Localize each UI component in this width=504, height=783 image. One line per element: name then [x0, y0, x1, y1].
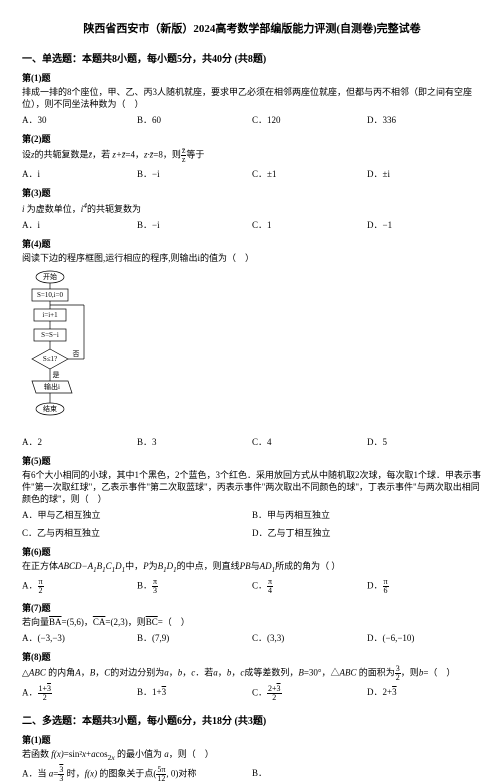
q7-text: 若向量BA=(5,6)，CA=(2,3)，则BC=（ ） [22, 616, 482, 628]
section-2-head: 二、多选题：本题共3小题，每小题6分，共18分 (共3题) [22, 712, 482, 727]
q3-opt-c: C．1 [252, 218, 367, 231]
q8-opt-a: A．1+32 [22, 685, 137, 702]
q1-opt-b: B．60 [137, 113, 252, 126]
q9-options: A．当 a=33 时，f(x) 的图象关于点(5π12, 0)对称 B． [22, 766, 482, 783]
q1-text: 排成一排的8个座位，甲、乙、丙3人随机就座，要求甲乙必须在相邻两座位就座，但都与… [22, 86, 482, 110]
svg-text:S=S−i: S=S−i [41, 331, 59, 339]
q8-text: △ABC 的内角A，B，C的对边分别为a，b，c．若a，b，c成等差数列，B=3… [22, 665, 482, 682]
q3-options: A．i B．−i C．1 D．−1 [22, 218, 482, 231]
q3-opt-d: D．−1 [367, 218, 482, 231]
svg-text:是: 是 [53, 371, 60, 379]
q5-options-1: A．甲与乙相互独立 B．甲与丙相互独立 [22, 508, 482, 521]
q7-opt-a: A．(−3,−3) [22, 631, 137, 644]
svg-text:否: 否 [73, 350, 80, 358]
q4-opt-d: D．5 [367, 435, 482, 448]
q5-text: 有6个大小相同的小球，其中1个黑色，2个蓝色，3个红色．采用放回方式从中随机取2… [22, 469, 482, 505]
q4-opt-c: C．4 [252, 435, 367, 448]
svg-text:开始: 开始 [43, 272, 57, 281]
q2-text: 设z的共轭复数是z̄，若 z+z̄=4，z·z̄=8，则z̄z等于 [22, 147, 482, 164]
svg-text:S=10,i=0: S=10,i=0 [37, 291, 63, 299]
q1-opt-c: C．120 [252, 113, 367, 126]
q2-opt-a: A．i [22, 167, 137, 180]
q3-opt-a: A．i [22, 218, 137, 231]
q2-opt-c: C．±1 [252, 167, 367, 180]
q6-opt-a: A．π2 [22, 578, 137, 595]
q9-num: 第(1)题 [22, 733, 482, 746]
q5-opt-b: B．甲与丙相互独立 [252, 508, 482, 521]
q6-text: 在正方体ABCD−A1B1C1D1中，P为B1D1的中点，则直线PB与AD1所成… [22, 560, 482, 575]
q4-options: A．2 B．3 C．4 D．5 [22, 435, 482, 448]
q5-opt-a: A．甲与乙相互独立 [22, 508, 252, 521]
q4-text: 阅读下边的程序框图,运行相应的程序,则输出i的值为（ ） [22, 252, 482, 264]
q1-opt-d: D．336 [367, 113, 482, 126]
q7-options: A．(−3,−3) B．(7,9) C．(3,3) D．(−6,−10) [22, 631, 482, 644]
q9-opt-b: B． [252, 766, 482, 783]
q5-opt-d: D．乙与丁相互独立 [252, 526, 482, 539]
q6-opt-b: B．π3 [137, 578, 252, 595]
q3-num: 第(3)题 [22, 186, 482, 199]
q7-opt-b: B．(7,9) [137, 631, 252, 644]
q8-num: 第(8)题 [22, 650, 482, 663]
q1-options: A．30 B．60 C．120 D．336 [22, 113, 482, 126]
q4-num: 第(4)题 [22, 237, 482, 250]
q5-options-2: C．乙与丙相互独立 D．乙与丁相互独立 [22, 526, 482, 539]
q2-opt-b: B．−i [137, 167, 252, 180]
q2-opt-d: D．±i [367, 167, 482, 180]
page-title: 陕西省西安市（新版）2024高考数学部编版能力评测(自测卷)完整试卷 [22, 20, 482, 36]
q4-opt-a: A．2 [22, 435, 137, 448]
q2-num: 第(2)题 [22, 132, 482, 145]
q8-opt-c: C．2+32 [252, 685, 367, 702]
q1-num: 第(1)题 [22, 71, 482, 84]
q4-opt-b: B．3 [137, 435, 252, 448]
svg-text:结束: 结束 [43, 404, 57, 413]
q7-opt-c: C．(3,3) [252, 631, 367, 644]
svg-text:S≤1?: S≤1? [43, 355, 57, 363]
q6-num: 第(6)题 [22, 545, 482, 558]
q5-num: 第(5)题 [22, 454, 482, 467]
q3-opt-b: B．−i [137, 218, 252, 231]
svg-text:i=i+1: i=i+1 [42, 311, 58, 319]
q6-opt-c: C．π4 [252, 578, 367, 595]
q3-text: i 为虚数单位，i4的共轭复数为 [22, 201, 482, 215]
svg-text:输出i: 输出i [44, 382, 60, 391]
q8-opt-b: B．1+3 [137, 685, 252, 702]
q8-opt-d: D．2+3 [367, 685, 482, 702]
q8-options: A．1+32 B．1+3 C．2+32 D．2+3 [22, 685, 482, 702]
q1-opt-a: A．30 [22, 113, 137, 126]
q6-options: A．π2 B．π3 C．π4 D．π6 [22, 578, 482, 595]
flowchart: 开始 S=10,i=0 i=i+1 S=S−i S≤1? 否 是 输出i 结束 [22, 269, 482, 431]
q6-opt-d: D．π6 [367, 578, 482, 595]
q9-text: 若函数 f(x)=sin²x+acos2x 的最小值为 a，则（ ） [22, 748, 482, 763]
section-1-head: 一、单选题：本题共8小题，每小题5分，共40分 (共8题) [22, 50, 482, 65]
q7-num: 第(7)题 [22, 601, 482, 614]
q9-opt-a: A．当 a=33 时，f(x) 的图象关于点(5π12, 0)对称 [22, 766, 252, 783]
q2-options: A．i B．−i C．±1 D．±i [22, 167, 482, 180]
q5-opt-c: C．乙与丙相互独立 [22, 526, 252, 539]
q7-opt-d: D．(−6,−10) [367, 631, 482, 644]
